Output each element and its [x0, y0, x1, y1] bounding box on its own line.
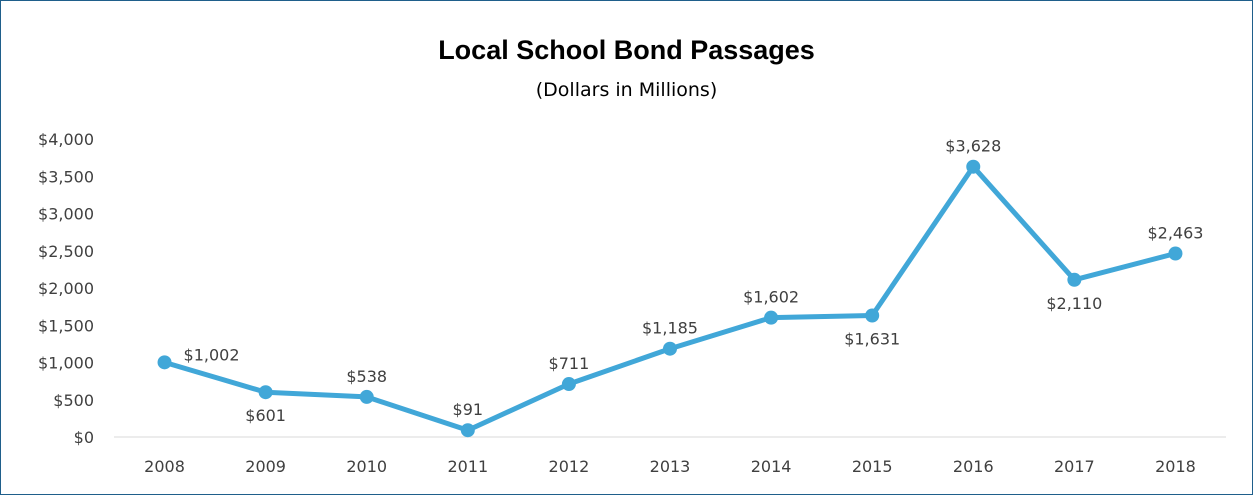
data-point	[1067, 272, 1082, 287]
y-tick-label: $2,500	[38, 242, 94, 261]
x-tick-label: 2014	[751, 457, 792, 476]
x-tick-label: 2018	[1155, 457, 1196, 476]
data-label: $2,463	[1147, 224, 1203, 243]
x-tick-label: 2015	[852, 457, 893, 476]
data-label: $711	[549, 354, 590, 373]
data-label: $538	[346, 367, 387, 386]
data-label: $1,602	[743, 288, 799, 307]
data-label: $1,631	[844, 329, 900, 348]
x-tick-label: 2011	[447, 457, 488, 476]
data-label: $1,185	[642, 319, 698, 338]
x-axis-ticks: 2008 2009 2010 2011 2012 2013 2014 2015 2016 2017…	[144, 457, 1196, 476]
data-markers	[157, 159, 1183, 438]
x-tick-label: 2013	[650, 457, 691, 476]
x-tick-label: 2008	[144, 457, 185, 476]
y-tick-label: $1,500	[38, 316, 94, 335]
data-point	[460, 423, 475, 438]
x-tick-label: 2010	[346, 457, 387, 476]
y-tick-label: $3,500	[38, 167, 94, 186]
y-tick-label: $3,000	[38, 205, 94, 224]
data-point	[663, 341, 677, 356]
x-tick-label: 2016	[953, 457, 994, 476]
chart-subtitle: (Dollars in Millions)	[535, 79, 718, 101]
data-point	[1168, 246, 1183, 261]
data-labels: $1,002 $601 $538 $91 $711 $1,185 $1,602 $1,631 $…	[184, 137, 1204, 426]
data-label: $1,002	[184, 345, 240, 364]
chart-title: Local School Bond Passages	[438, 35, 815, 65]
y-tick-label: $4,000	[38, 130, 94, 149]
data-point	[258, 385, 273, 400]
data-point	[157, 355, 172, 370]
data-point	[764, 310, 779, 325]
x-tick-label: 2017	[1054, 457, 1095, 476]
series-line	[162, 164, 1178, 433]
y-tick-label: $2,000	[38, 279, 94, 298]
y-tick-label: $1,000	[38, 354, 94, 373]
data-label: $601	[245, 406, 286, 425]
data-label: $2,110	[1046, 294, 1102, 313]
data-point	[865, 308, 880, 323]
x-tick-label: 2009	[245, 457, 286, 476]
y-axis-ticks: $0 $500 $1,000 $1,500 $2,000 $2,500 $3,000 $3,5…	[38, 130, 94, 447]
y-tick-label: $500	[53, 391, 94, 410]
data-label: $91	[453, 400, 484, 419]
data-point	[561, 377, 576, 392]
data-point	[359, 389, 374, 404]
x-tick-label: 2012	[549, 457, 590, 476]
data-point	[966, 159, 981, 174]
data-label: $3,628	[945, 137, 1001, 156]
y-tick-label: $0	[74, 428, 94, 447]
